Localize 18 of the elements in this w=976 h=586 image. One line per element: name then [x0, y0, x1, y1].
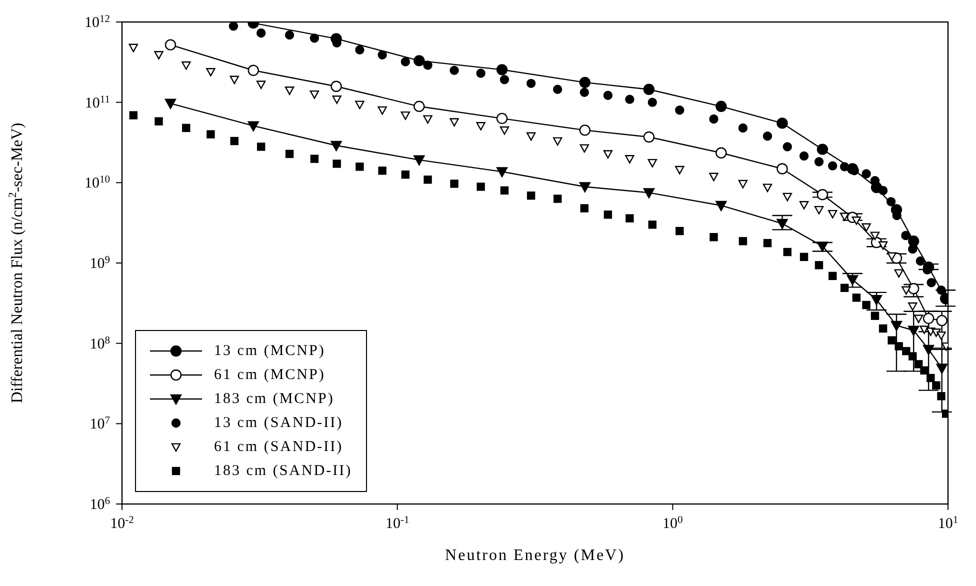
legend-label: 183 cm (SAND-II) — [214, 462, 352, 481]
x-tick-label: 10$^{-1}$ — [385, 514, 410, 532]
legend-label: 13 cm (SAND-II) — [214, 414, 344, 433]
x-tick-label: 10$^{-2}$ — [110, 514, 134, 532]
legend-label: 13 cm (MCNP) — [214, 342, 326, 361]
y-tick-label: 10$^{8}$ — [90, 334, 110, 352]
legend-label: 183 cm (MCNP) — [214, 390, 334, 409]
y-tick-label: 10$^{12}$ — [84, 14, 110, 31]
x-tick-label: 10$^{1}$ — [938, 514, 958, 532]
legend-label: 61 cm (MCNP) — [214, 366, 326, 385]
x-tick-label: 10$^{0}$ — [662, 514, 683, 532]
y-tick-label: 10$^{11}$ — [84, 94, 110, 112]
y-tick-label: 10$^{10}$ — [84, 174, 110, 192]
x-axis-title: Neutron Energy (MeV) — [445, 547, 625, 564]
y-tick-label: 10$^{7}$ — [90, 415, 110, 433]
y-tick-label: 10$^{9}$ — [90, 254, 110, 272]
y-tick-label: 10$^{6}$ — [90, 496, 110, 513]
legend-label: 61 cm (SAND-II) — [214, 438, 344, 457]
